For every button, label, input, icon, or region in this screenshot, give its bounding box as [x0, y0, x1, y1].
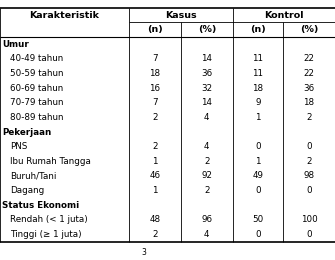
Text: 2: 2	[152, 230, 158, 239]
Text: 18: 18	[252, 84, 264, 93]
Text: 2: 2	[152, 113, 158, 122]
Text: Kasus: Kasus	[165, 11, 197, 20]
Text: Kontrol: Kontrol	[264, 11, 304, 20]
Text: 96: 96	[201, 215, 212, 224]
Text: 11: 11	[253, 55, 263, 63]
Text: Umur: Umur	[2, 40, 29, 49]
Text: 11: 11	[253, 69, 263, 78]
Text: (%): (%)	[300, 25, 318, 34]
Text: (n): (n)	[147, 25, 163, 34]
Text: Pekerjaan: Pekerjaan	[2, 128, 51, 136]
Text: 2: 2	[204, 186, 210, 195]
Text: 92: 92	[201, 172, 212, 180]
Text: 1: 1	[152, 157, 158, 166]
Text: 0: 0	[306, 230, 312, 239]
Text: PNS: PNS	[10, 142, 28, 151]
Text: 7: 7	[152, 98, 158, 107]
Text: 2: 2	[306, 157, 312, 166]
Text: 60-69 tahun: 60-69 tahun	[10, 84, 64, 93]
Text: 18: 18	[149, 69, 160, 78]
Text: 80-89 tahun: 80-89 tahun	[10, 113, 64, 122]
Text: Dagang: Dagang	[10, 186, 45, 195]
Text: 22: 22	[304, 69, 315, 78]
Text: 98: 98	[304, 172, 315, 180]
Text: 22: 22	[304, 55, 315, 63]
Text: 32: 32	[201, 84, 212, 93]
Text: 4: 4	[204, 113, 210, 122]
Text: 2: 2	[152, 142, 158, 151]
Text: 7: 7	[152, 55, 158, 63]
Text: 0: 0	[306, 142, 312, 151]
Text: 100: 100	[301, 215, 318, 224]
Text: 18: 18	[304, 98, 315, 107]
Text: 16: 16	[149, 84, 160, 93]
Text: 50: 50	[252, 215, 264, 224]
Text: 48: 48	[149, 215, 160, 224]
Text: 49: 49	[253, 172, 263, 180]
Text: Buruh/Tani: Buruh/Tani	[10, 172, 57, 180]
Text: 40-49 tahun: 40-49 tahun	[10, 55, 64, 63]
Text: 46: 46	[149, 172, 160, 180]
Text: Rendah (< 1 juta): Rendah (< 1 juta)	[10, 215, 88, 224]
Text: 36: 36	[304, 84, 315, 93]
Text: 50-59 tahun: 50-59 tahun	[10, 69, 64, 78]
Text: Karakteristik: Karakteristik	[29, 11, 99, 20]
Text: 70-79 tahun: 70-79 tahun	[10, 98, 64, 107]
Text: 1: 1	[152, 186, 158, 195]
Text: 36: 36	[201, 69, 212, 78]
Text: Tinggi (≥ 1 juta): Tinggi (≥ 1 juta)	[10, 230, 82, 239]
Text: 0: 0	[255, 230, 261, 239]
Text: 4: 4	[204, 230, 210, 239]
Text: Status Ekonomi: Status Ekonomi	[2, 201, 79, 210]
Text: 2: 2	[306, 113, 312, 122]
Text: 1: 1	[255, 113, 261, 122]
Text: 0: 0	[306, 186, 312, 195]
Text: (%): (%)	[198, 25, 216, 34]
Text: 14: 14	[201, 98, 212, 107]
Text: (n): (n)	[250, 25, 266, 34]
Text: Ibu Rumah Tangga: Ibu Rumah Tangga	[10, 157, 91, 166]
Text: 14: 14	[201, 55, 212, 63]
Text: 2: 2	[204, 157, 210, 166]
Text: 9: 9	[255, 98, 261, 107]
Text: 1: 1	[255, 157, 261, 166]
Text: 3: 3	[142, 248, 146, 257]
Text: 0: 0	[255, 186, 261, 195]
Text: 0: 0	[255, 142, 261, 151]
Text: 4: 4	[204, 142, 210, 151]
